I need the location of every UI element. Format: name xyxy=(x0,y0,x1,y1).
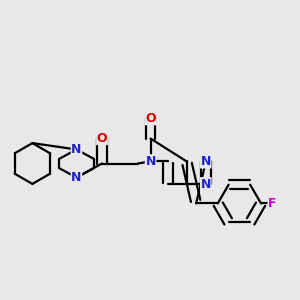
Text: N: N xyxy=(201,155,211,168)
Text: N: N xyxy=(146,155,156,168)
Text: N: N xyxy=(71,171,82,184)
Text: F: F xyxy=(268,197,277,210)
Text: N: N xyxy=(201,178,211,191)
Text: O: O xyxy=(145,112,156,125)
Text: O: O xyxy=(97,131,107,145)
Text: N: N xyxy=(71,143,82,156)
